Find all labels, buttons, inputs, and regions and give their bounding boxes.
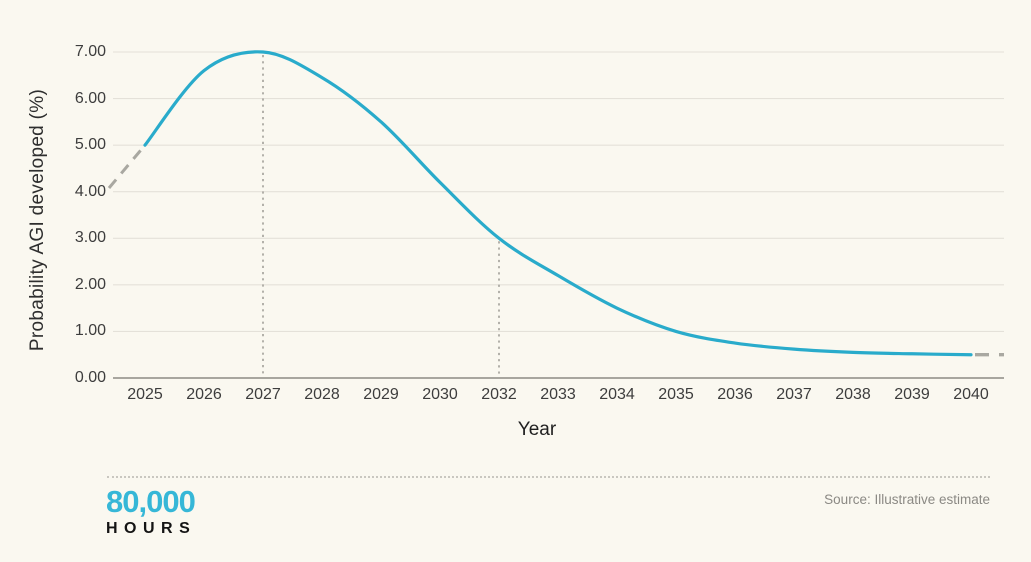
y-tick-label: 6.00: [74, 89, 106, 107]
probability-curve: [143, 50, 973, 357]
y-tick-label: 4.00: [74, 182, 106, 200]
x-tick-label: 2040: [953, 386, 989, 403]
x-tick-label: 2039: [894, 386, 930, 403]
x-axis-title: Year: [517, 419, 557, 440]
y-tick-label: 0.00: [74, 369, 106, 386]
x-tick-label: 2026: [186, 386, 222, 403]
x-tick-label: 2025: [127, 386, 163, 403]
logo-80000-text: 80,000: [106, 484, 196, 519]
x-tick-label: 2032: [481, 386, 517, 403]
source-caption: Source: Illustrative estimate: [824, 492, 990, 507]
y-tick-label: 2.00: [74, 275, 106, 293]
y-tick-label: 5.00: [74, 136, 106, 154]
x-tick-label: 2027: [245, 386, 281, 403]
footer-divider: [107, 476, 990, 478]
x-tick-label: 2038: [835, 386, 871, 403]
x-tick-label: 2036: [717, 386, 753, 403]
x-tick-label: 2035: [658, 386, 694, 403]
y-tick-label: 3.00: [74, 229, 106, 247]
x-tick-label: 2033: [540, 386, 576, 403]
x-tick-label: 2028: [304, 386, 340, 403]
eighty-thousand-hours-logo: 80,000 HOURS: [106, 486, 196, 537]
logo-hours-text: HOURS: [106, 520, 197, 537]
y-tick-label: 1.00: [74, 322, 106, 340]
x-tick-label: 2029: [363, 386, 399, 403]
x-tick-label: 2034: [599, 386, 635, 403]
y-tick-label: 7.00: [74, 43, 106, 60]
x-tick-label: 2037: [776, 386, 812, 403]
x-tick-label: 2030: [422, 386, 458, 403]
dashed-lead-in-segment: [107, 144, 147, 189]
